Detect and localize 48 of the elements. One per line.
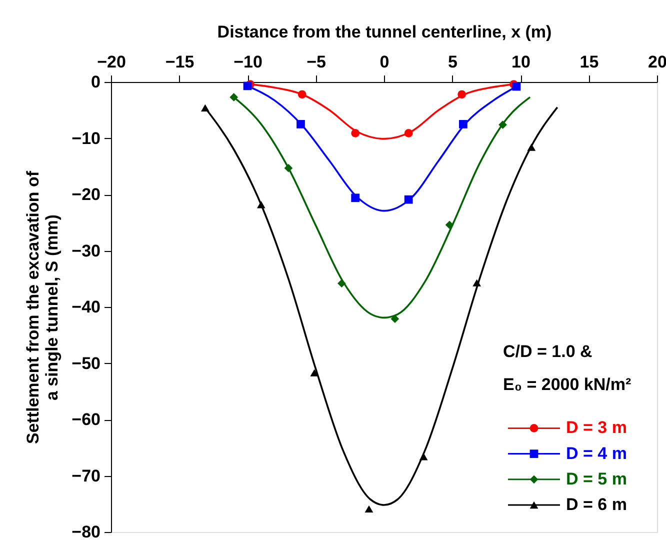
point <box>419 453 428 460</box>
x-tick-label: 15 <box>580 52 599 72</box>
point <box>201 104 210 112</box>
point <box>404 129 413 138</box>
legend-label: D = 6 m <box>566 495 627 514</box>
y-axis-title: Settlement from the excavation of a single tunnel, S (mm) <box>24 170 62 444</box>
y-tick-label: −60 <box>72 410 100 429</box>
point <box>364 505 374 513</box>
point <box>458 90 466 99</box>
point <box>498 120 507 129</box>
x-tick-label: 20 <box>648 52 666 72</box>
x-axis-title: Distance from the tunnel centerline, x (m) <box>217 22 552 42</box>
point <box>445 220 454 230</box>
x-tick-label: −5 <box>306 52 326 72</box>
y-tick-label: −70 <box>72 466 100 486</box>
annotation: C/D = 1.0 & <box>503 342 592 361</box>
point <box>351 194 360 202</box>
x-tick-label: 10 <box>512 52 530 72</box>
point <box>472 279 482 286</box>
x-tick-label: −15 <box>165 52 194 72</box>
y-tick-label: −20 <box>72 185 100 204</box>
legend-label: D = 3 m <box>566 418 627 438</box>
annotation: E₀ = 2000 kN/m² <box>503 375 632 394</box>
y-tick-label: −40 <box>72 298 100 316</box>
y-tick-label: −50 <box>72 354 100 373</box>
legend-label: D = 4 m <box>566 444 627 463</box>
x-tick-label: −20 <box>97 52 126 72</box>
x-tick-label: −10 <box>234 52 262 72</box>
point <box>230 93 238 102</box>
point <box>298 90 306 99</box>
x-tick-label: 0 <box>380 52 390 72</box>
x-tick-label: 5 <box>448 52 458 72</box>
point <box>404 195 413 204</box>
y-tick-label: 0 <box>91 72 100 92</box>
point <box>296 120 305 128</box>
point <box>458 120 468 128</box>
point <box>390 314 400 323</box>
y-tick-label: −30 <box>72 241 100 260</box>
y-tick-label: −80 <box>72 522 100 540</box>
point <box>351 129 360 138</box>
point <box>243 82 252 90</box>
point <box>512 82 521 91</box>
point <box>527 144 536 151</box>
point <box>256 201 266 208</box>
y-tick-label: −10 <box>72 128 100 148</box>
point <box>338 279 346 288</box>
legend-label: D = 5 m <box>566 469 627 488</box>
point <box>284 164 293 172</box>
